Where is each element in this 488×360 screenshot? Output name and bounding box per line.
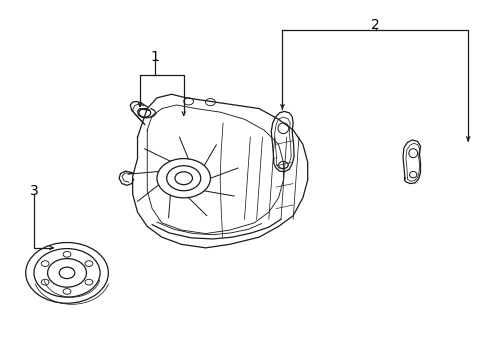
Text: 2: 2 (371, 18, 379, 32)
Text: 1: 1 (150, 50, 159, 64)
Text: 3: 3 (30, 184, 39, 198)
